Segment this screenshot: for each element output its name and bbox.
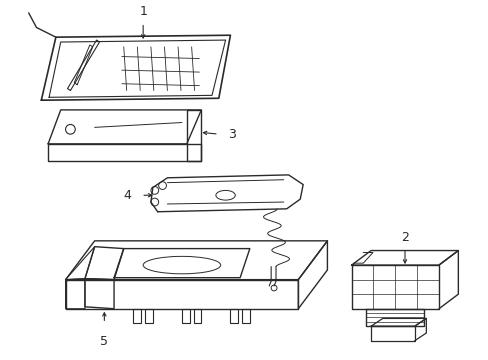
Text: 2: 2 — [400, 231, 408, 244]
Text: 3: 3 — [228, 128, 236, 141]
Text: 1: 1 — [139, 5, 147, 18]
Text: 4: 4 — [123, 189, 131, 202]
Text: 5: 5 — [100, 335, 108, 348]
